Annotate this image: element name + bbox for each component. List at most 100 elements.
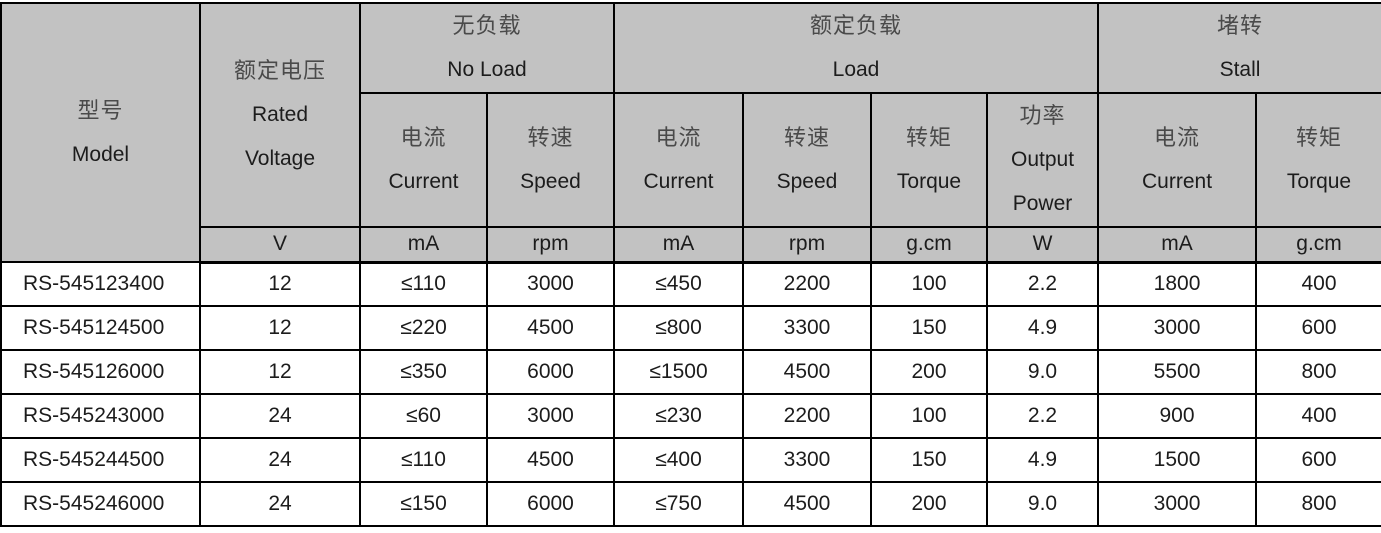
cell-model: RS-545124500 <box>0 305 201 351</box>
cell-load-torque: 100 <box>870 393 988 439</box>
cell-rated-voltage: 24 <box>199 481 361 527</box>
group-header-row: 型号 Model 额定电压 Rated Voltage 无负载 No Load … <box>0 2 1381 263</box>
cell-model: RS-545244500 <box>0 437 201 483</box>
unit-load-torque: g.cm <box>870 226 988 264</box>
cell-stall-current: 1800 <box>1097 261 1258 307</box>
load-label-en: Load <box>832 58 880 81</box>
cell-noload-current: ≤220 <box>359 305 488 351</box>
subheader-noload-current: 电流 Current <box>359 92 488 228</box>
model-column-header: 型号 Model <box>0 2 201 263</box>
cell-rated-voltage: 12 <box>199 261 361 307</box>
cell-output-power: 9.0 <box>985 349 1100 395</box>
subheader-label-zh: 转矩 <box>905 125 952 150</box>
cell-stall-torque: 800 <box>1255 349 1381 395</box>
subheader-stall-torque: 转矩 Torque <box>1255 92 1381 228</box>
no-load-label-zh: 无负载 <box>452 13 522 38</box>
rated-voltage-header: 额定电压 Rated Voltage <box>199 2 361 228</box>
cell-output-power: 2.2 <box>985 393 1100 439</box>
cell-noload-current: ≤150 <box>359 481 488 527</box>
cell-load-torque: 200 <box>870 349 988 395</box>
unit-noload-current: mA <box>359 226 488 264</box>
cell-output-power: 9.0 <box>985 481 1100 527</box>
cell-noload-current: ≤110 <box>359 261 488 307</box>
subheader-label-zh: 转速 <box>527 125 574 150</box>
cell-load-torque: 150 <box>870 437 988 483</box>
cell-load-speed: 3300 <box>742 305 872 351</box>
model-label-zh: 型号 <box>77 97 124 123</box>
cell-noload-speed: 3000 <box>486 393 615 439</box>
cell-load-torque: 150 <box>870 305 988 351</box>
table-row: RS-545244500 24 ≤110 4500 ≤400 3300 150 … <box>0 437 1381 483</box>
stall-label-zh: 堵转 <box>1217 13 1264 38</box>
cell-load-torque: 200 <box>870 481 988 527</box>
unit-voltage: V <box>199 226 361 264</box>
subheader-load-torque: 转矩 Torque <box>870 92 988 228</box>
subheader-label-en: Power <box>1012 192 1073 215</box>
cell-load-speed: 3300 <box>742 437 872 483</box>
cell-stall-torque: 800 <box>1255 481 1381 527</box>
units-row: V mA rpm mA rpm g.cm W mA g.cm <box>1 226 1381 264</box>
cell-stall-current: 3000 <box>1097 481 1258 527</box>
cell-load-torque: 100 <box>870 261 988 307</box>
subheader-load-output-power: 功率 Output Power <box>985 92 1100 228</box>
cell-load-speed: 4500 <box>742 349 872 395</box>
cell-load-current: ≤750 <box>613 481 744 527</box>
cell-output-power: 4.9 <box>985 305 1100 351</box>
cell-rated-voltage: 24 <box>199 437 361 483</box>
subheader-label-en: Torque <box>896 170 962 193</box>
cell-model: RS-545243000 <box>0 393 201 439</box>
unit-load-current: mA <box>613 226 744 264</box>
subheader-row: 电流 Current 转速 Speed 电流 Current 转速 Speed … <box>1 92 1381 228</box>
subheader-label-en: Torque <box>1286 170 1352 193</box>
cell-load-speed: 2200 <box>742 393 872 439</box>
table-row: RS-545246000 24 ≤150 6000 ≤750 4500 200 … <box>0 481 1381 527</box>
cell-model: RS-545246000 <box>0 481 201 527</box>
subheader-label-en: Current <box>643 170 714 193</box>
cell-rated-voltage: 12 <box>199 349 361 395</box>
cell-output-power: 2.2 <box>985 261 1100 307</box>
subheader-label-en: Speed <box>776 170 838 193</box>
cell-noload-speed: 3000 <box>486 261 615 307</box>
table-row: RS-545123400 12 ≤110 3000 ≤450 2200 100 … <box>0 261 1381 307</box>
cell-stall-torque: 600 <box>1255 437 1381 483</box>
subheader-label-zh: 电流 <box>655 125 702 150</box>
subheader-label-en: Current <box>388 170 459 193</box>
subheader-load-current: 电流 Current <box>613 92 744 228</box>
subheader-label-zh: 功率 <box>1019 103 1066 128</box>
group-header-load: 额定负载 Load <box>612 2 1100 94</box>
no-load-label-en: No Load <box>447 58 527 81</box>
cell-load-current: ≤450 <box>613 261 744 307</box>
subheader-load-speed: 转速 Speed <box>742 92 872 228</box>
table-row: RS-545126000 12 ≤350 6000 ≤1500 4500 200… <box>0 349 1381 395</box>
cell-load-current: ≤800 <box>613 305 744 351</box>
cell-rated-voltage: 24 <box>199 393 361 439</box>
cell-stall-torque: 400 <box>1255 261 1381 307</box>
cell-stall-current: 3000 <box>1097 305 1258 351</box>
subheader-label-en: Output <box>1010 148 1075 171</box>
subheader-label-en: Current <box>1142 170 1213 193</box>
cell-rated-voltage: 12 <box>199 305 361 351</box>
model-label-en: Model <box>71 142 130 166</box>
subheader-label-zh: 转矩 <box>1296 125 1343 150</box>
unit-stall-current: mA <box>1097 226 1258 264</box>
subheader-label-zh: 电流 <box>1154 125 1201 150</box>
subheader-label-zh: 电流 <box>400 125 447 150</box>
subheader-label-en: Speed <box>520 170 581 193</box>
cell-load-current: ≤1500 <box>613 349 744 395</box>
cell-load-speed: 4500 <box>742 481 872 527</box>
cell-stall-current: 900 <box>1097 393 1258 439</box>
unit-stall-torque: g.cm <box>1255 226 1381 264</box>
cell-noload-speed: 6000 <box>486 481 615 527</box>
load-label-zh: 额定负载 <box>810 13 903 38</box>
cell-stall-torque: 600 <box>1255 305 1381 351</box>
cell-model: RS-545126000 <box>0 349 201 395</box>
group-header-stall: 堵转 Stall <box>1097 2 1381 94</box>
cell-stall-torque: 400 <box>1255 393 1381 439</box>
cell-load-speed: 2200 <box>742 261 872 307</box>
subheader-noload-speed: 转速 Speed <box>486 92 615 228</box>
rated-voltage-label-zh: 额定电压 <box>233 58 326 83</box>
table-row: RS-545243000 24 ≤60 3000 ≤230 2200 100 2… <box>0 393 1381 439</box>
cell-stall-current: 5500 <box>1097 349 1258 395</box>
